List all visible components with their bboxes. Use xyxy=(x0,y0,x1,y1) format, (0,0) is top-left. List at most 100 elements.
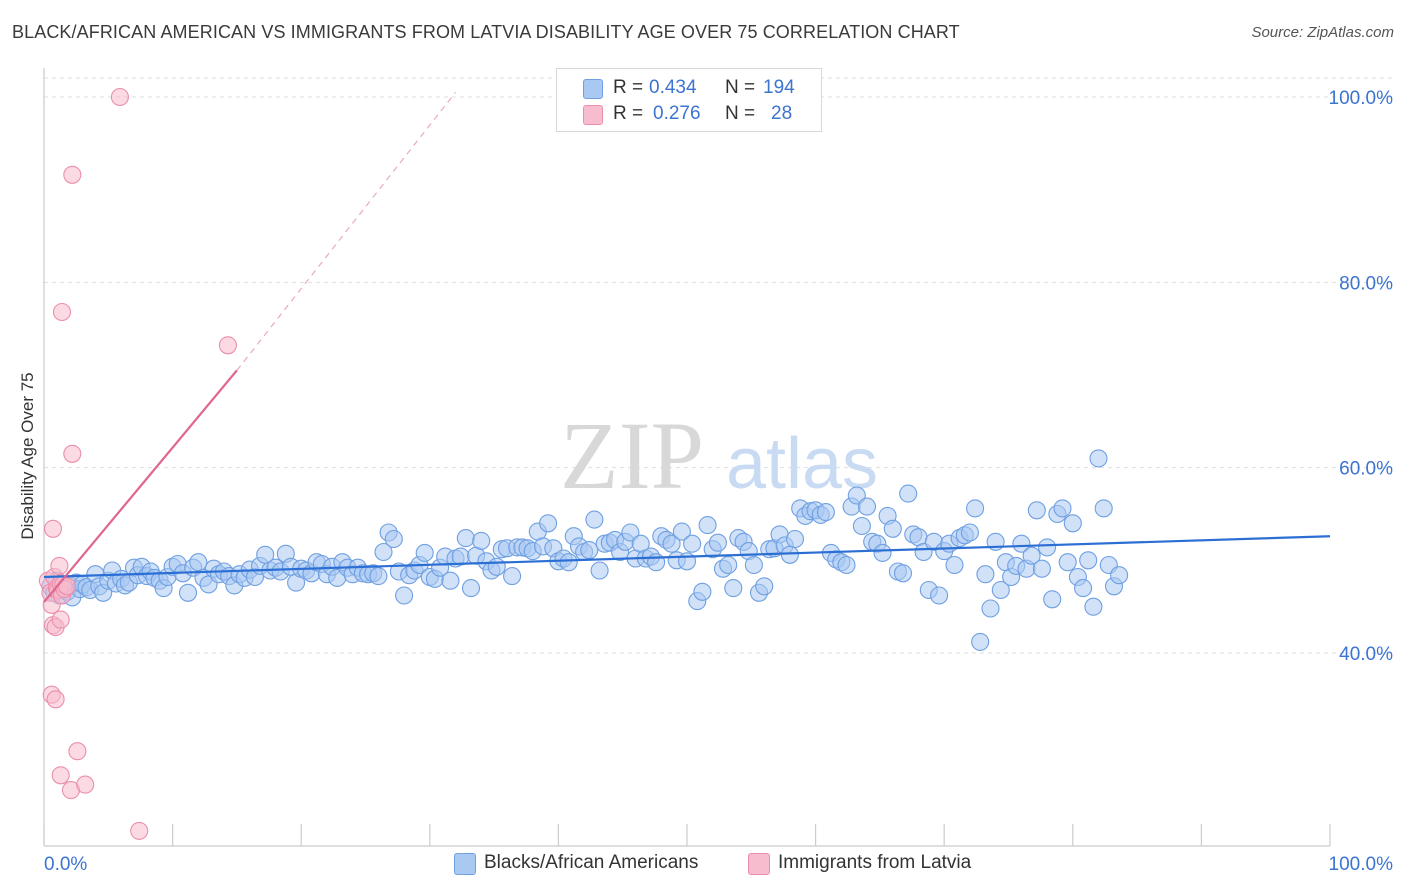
y-tick-label: 60.0% xyxy=(1339,459,1393,480)
data-point-blacks xyxy=(971,632,990,651)
data-point-blacks xyxy=(945,555,964,575)
data-point-latvia xyxy=(63,165,82,184)
data-point-latvia xyxy=(58,577,77,596)
data-point-blacks xyxy=(672,522,691,541)
data-point-blacks xyxy=(966,499,985,518)
data-point-blacks xyxy=(384,529,403,549)
data-point-blacks xyxy=(472,531,491,550)
data-point-blacks xyxy=(837,555,856,575)
data-point-blacks xyxy=(852,516,871,536)
data-point-blacks xyxy=(785,529,805,549)
watermark-zip: ZIP xyxy=(560,402,704,509)
trend-line-blacks xyxy=(43,535,1331,579)
data-point-blacks xyxy=(1032,559,1051,578)
y-tick-label: 80.0% xyxy=(1339,273,1393,294)
bottom-legend-label: Immigrants from Latvia xyxy=(778,852,972,873)
data-point-blacks xyxy=(708,533,727,552)
data-point-blacks xyxy=(1079,551,1098,570)
trend-lines xyxy=(43,91,1331,603)
data-point-blacks xyxy=(1027,501,1046,520)
tick-labels: 40.0% 60.0% 80.0% 100.0% 0.0% 100.0% xyxy=(44,88,1393,875)
data-point-blacks xyxy=(1089,449,1108,468)
data-point-blacks xyxy=(1058,553,1077,572)
data-point-blacks xyxy=(976,565,995,584)
data-point-latvia xyxy=(52,302,72,322)
data-point-blacks xyxy=(693,582,712,601)
data-point-latvia xyxy=(51,766,70,785)
data-point-blacks xyxy=(456,529,475,548)
legend-r-value: 0.276 xyxy=(653,103,701,124)
data-point-blacks xyxy=(369,567,388,586)
data-point-blacks xyxy=(178,583,198,602)
data-point-latvia xyxy=(110,87,129,107)
data-point-blacks xyxy=(585,510,604,529)
data-point-blacks xyxy=(1074,579,1093,598)
data-point-blacks xyxy=(559,553,578,572)
data-point-blacks xyxy=(580,541,599,560)
data-point-blacks xyxy=(981,599,1000,618)
x-tick-label: 0.0% xyxy=(44,854,87,875)
data-point-blacks xyxy=(755,577,774,596)
data-point-blacks xyxy=(1012,534,1031,553)
data-point-blacks xyxy=(461,579,481,598)
chart-title: BLACK/AFRICAN AMERICAN VS IMMIGRANTS FRO… xyxy=(12,22,960,42)
data-point-blacks xyxy=(487,557,506,576)
data-point-blacks xyxy=(724,579,743,598)
legend-r-label: R = xyxy=(613,103,644,124)
data-point-blacks xyxy=(1084,597,1103,616)
data-point-latvia xyxy=(218,336,237,355)
data-point-latvia xyxy=(46,690,65,709)
data-point-blacks xyxy=(1053,499,1072,518)
data-point-blacks xyxy=(719,555,738,575)
data-point-latvia xyxy=(130,821,149,840)
data-point-blacks xyxy=(991,580,1010,600)
legend-n-label: N = xyxy=(725,77,756,98)
legend-swatch-blue xyxy=(583,79,603,99)
data-point-blacks xyxy=(893,564,913,583)
y-axis-label: Disability Age Over 75 xyxy=(18,372,37,540)
data-point-latvia xyxy=(63,444,82,463)
data-point-blacks xyxy=(590,561,609,580)
data-point-latvia xyxy=(68,742,87,761)
data-point-blacks xyxy=(698,516,717,535)
data-point-latvia xyxy=(51,610,70,629)
bottom-legend-swatch-blue xyxy=(454,853,476,875)
data-point-blacks xyxy=(899,484,918,503)
data-point-blacks xyxy=(780,545,799,564)
data-point-blacks xyxy=(1063,514,1082,533)
data-point-latvia xyxy=(43,519,63,538)
data-point-blacks xyxy=(847,486,866,505)
axes xyxy=(43,68,1331,847)
data-point-blacks xyxy=(1094,499,1113,518)
data-point-blacks xyxy=(930,586,949,605)
data-point-blacks xyxy=(1038,538,1057,557)
y-tick-label: 100.0% xyxy=(1329,88,1394,109)
y-tick-label: 40.0% xyxy=(1339,644,1393,665)
legend-swatch-pink xyxy=(583,105,603,125)
series-latvia-points xyxy=(38,87,237,840)
data-point-blacks xyxy=(873,543,892,562)
correlation-legend: R = 0.434 N = 194 R = 0.276 N = 28 xyxy=(556,68,822,132)
data-point-latvia xyxy=(76,775,95,794)
bottom-legend-label: Blacks/African Americans xyxy=(484,852,699,873)
data-point-blacks xyxy=(1022,546,1041,565)
data-point-blacks xyxy=(395,586,414,605)
data-point-blacks xyxy=(662,534,681,553)
data-point-blacks xyxy=(816,503,835,522)
data-point-blacks xyxy=(647,553,666,572)
data-point-blacks xyxy=(1043,590,1062,609)
data-point-blacks xyxy=(539,514,558,533)
data-point-blacks xyxy=(374,542,393,562)
data-point-blacks xyxy=(744,555,763,575)
legend-n-value: 194 xyxy=(763,77,795,98)
legend-n-value: 28 xyxy=(771,103,793,124)
bottom-legend-swatch-pink xyxy=(748,853,770,875)
data-point-latvia xyxy=(50,556,69,575)
trend-line-latvia xyxy=(43,369,238,603)
x-tick-label: 100.0% xyxy=(1329,854,1394,875)
data-point-blacks xyxy=(621,523,640,542)
legend-r-value: 0.434 xyxy=(649,77,697,98)
trend-line-latvia-extension xyxy=(236,91,456,371)
legend-r-label: R = xyxy=(613,77,644,98)
